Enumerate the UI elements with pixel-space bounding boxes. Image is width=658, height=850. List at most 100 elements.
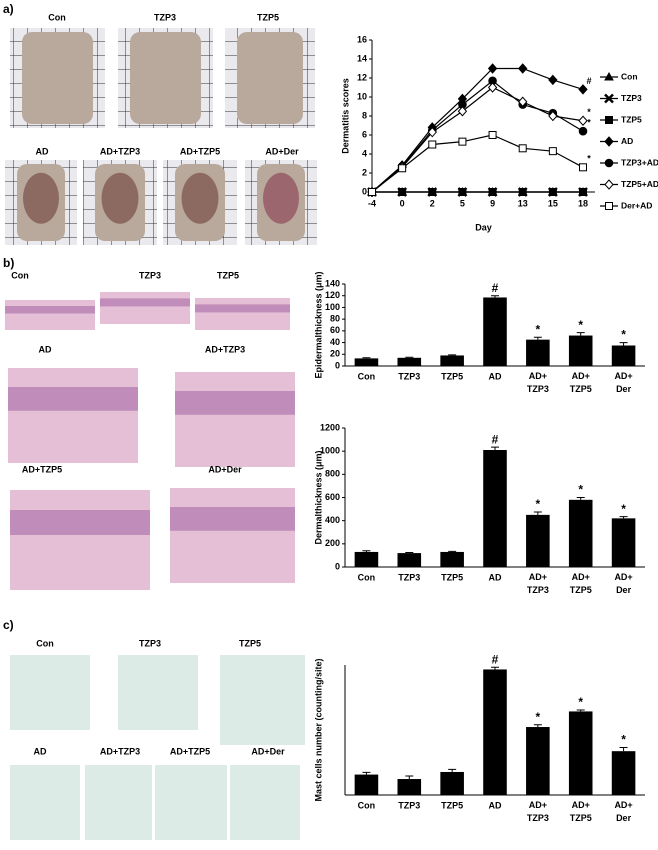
bar — [354, 551, 379, 567]
error-bar — [491, 295, 499, 298]
photo — [220, 655, 305, 745]
bar — [354, 774, 379, 795]
x-tick-label: TZP3 — [398, 371, 420, 381]
lesion — [263, 172, 299, 224]
significance-label: # — [492, 432, 499, 446]
marker — [605, 202, 613, 210]
photo — [155, 765, 227, 840]
error-bar — [448, 354, 457, 356]
legend-label: Con — [621, 71, 638, 81]
photo-label: Con — [36, 638, 54, 648]
y-tick-label: 80 — [330, 314, 340, 324]
photo — [237, 32, 303, 124]
error-bar — [533, 336, 542, 340]
y-tick-label: 400 — [325, 515, 340, 525]
marker — [548, 188, 557, 196]
panel-label: a) — [3, 2, 14, 16]
y-tick-label: 2 — [362, 167, 367, 177]
marker — [457, 105, 468, 117]
x-tick-label: TZP3 — [398, 800, 420, 810]
marker — [578, 115, 588, 127]
photo-label: AD — [39, 344, 52, 354]
marker — [458, 188, 467, 196]
y-tick-label: 8 — [362, 110, 367, 120]
stain — [175, 391, 295, 415]
marker — [518, 96, 528, 108]
error-bar — [576, 709, 585, 712]
error-bar — [405, 775, 414, 780]
marker — [518, 188, 527, 196]
error-bar — [448, 550, 457, 552]
panel-label: c) — [3, 618, 14, 632]
marker — [548, 147, 557, 156]
significance-label: * — [536, 322, 541, 336]
bar — [397, 779, 422, 795]
y-axis-label: Dermalthickness (μm) — [313, 450, 323, 544]
bar — [354, 358, 379, 366]
x-tick-label: 9 — [490, 198, 495, 208]
bar — [526, 339, 550, 366]
photo — [10, 490, 150, 590]
marker — [458, 137, 467, 146]
bar — [440, 771, 464, 795]
y-tick-label: 1000 — [320, 446, 340, 456]
series-line — [371, 86, 584, 193]
lesion — [101, 172, 139, 224]
photo-label: AD+Der — [251, 746, 285, 756]
marker — [487, 63, 498, 74]
marker — [427, 126, 437, 138]
y-tick-label: 20 — [330, 349, 340, 359]
y-tick-label: 100 — [325, 302, 340, 312]
marker — [488, 188, 497, 196]
bar — [483, 297, 507, 366]
stain — [100, 298, 190, 307]
photo-label: TZP5 — [257, 12, 279, 22]
series-line — [371, 80, 584, 193]
photo — [10, 655, 90, 730]
significance-label: # — [586, 76, 591, 86]
legend-label: TZP3+AD — [621, 157, 658, 167]
legend-label: Der+AD — [621, 200, 652, 210]
error-bar — [533, 511, 542, 515]
x-tick-label: TZP3 — [398, 572, 420, 582]
x-tick-label: AD+ Der — [614, 800, 632, 823]
x-tick-label: AD — [489, 800, 502, 810]
bar — [397, 553, 422, 567]
x-tick-label: 2 — [430, 198, 435, 208]
x-axis-label: Day — [475, 222, 492, 232]
marker — [578, 126, 588, 136]
x-tick-label: AD+ TZP5 — [570, 800, 592, 823]
significance-label: * — [587, 118, 591, 128]
photo-label: Con — [11, 270, 29, 280]
photo-label: TZP3 — [139, 270, 161, 280]
y-tick-label: 40 — [330, 337, 340, 347]
bar — [526, 727, 550, 795]
marker — [487, 82, 498, 93]
error-bar — [619, 342, 628, 346]
lesion — [23, 172, 59, 224]
panel-label: b) — [3, 256, 14, 270]
x-tick-label: 15 — [548, 198, 558, 208]
error-bar — [533, 724, 542, 728]
bar — [568, 711, 593, 795]
photo — [100, 292, 190, 324]
photo-label: TZP5 — [239, 638, 261, 648]
error-bar — [448, 768, 457, 772]
significance-label: * — [536, 497, 541, 511]
bar — [611, 751, 636, 795]
significance-label: * — [621, 733, 626, 747]
y-tick-label: 120 — [325, 290, 340, 300]
legend-label: TZP5+AD — [621, 179, 658, 189]
y-tick-label: 12 — [357, 72, 367, 82]
x-tick-label: AD — [489, 371, 502, 381]
x-tick-label: TZP5 — [441, 572, 463, 582]
y-tick-label: 6 — [362, 129, 367, 139]
marker — [518, 63, 528, 74]
error-bar — [491, 446, 499, 451]
y-tick-label: 10 — [357, 91, 367, 101]
bar — [568, 499, 593, 567]
photo — [170, 488, 295, 583]
bar — [483, 450, 507, 567]
significance-label: * — [578, 483, 583, 497]
error-bar — [362, 771, 371, 775]
